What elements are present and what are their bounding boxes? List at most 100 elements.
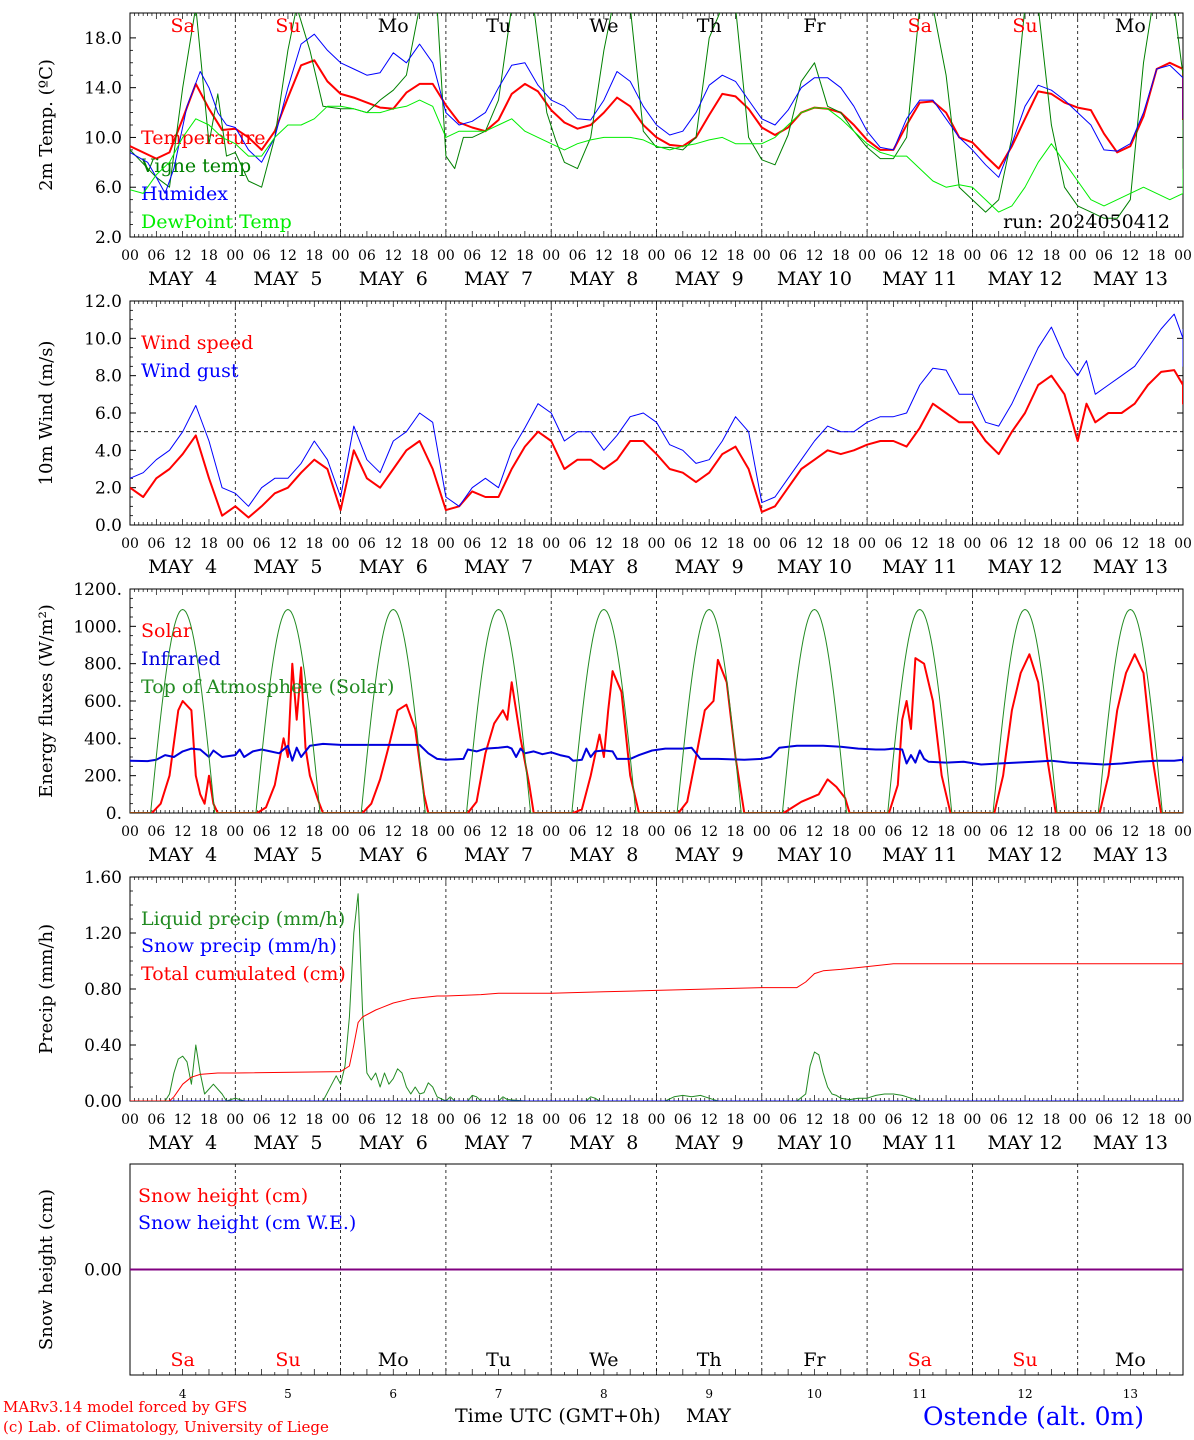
x-axis-title: Time UTC (GMT+0h) — [455, 1405, 661, 1427]
energy-y-tick-label: 600. — [84, 692, 122, 712]
wind-date-label: MAY 4 — [148, 556, 217, 578]
wind-date-label: MAY 7 — [464, 556, 533, 578]
temperature-date-label: MAY 7 — [464, 268, 533, 290]
precip-hour-tick-label: 06 — [253, 1112, 271, 1128]
temperature-hour-tick-label: 00 — [753, 248, 771, 264]
wind-hour-tick-label: 06 — [147, 536, 165, 552]
wind-hour-tick-label: 06 — [463, 536, 481, 552]
temperature-date-label: MAY 11 — [882, 268, 957, 290]
precip-hour-tick-label: 12 — [279, 1112, 297, 1128]
energy-y-tick-label: 1000. — [73, 617, 122, 637]
energy-hour-tick-label: 06 — [147, 824, 165, 840]
wind-hour-tick-label: 12 — [1016, 536, 1034, 552]
wind-hour-tick-label: 06 — [1095, 536, 1113, 552]
bottom-day-abbr: Mo — [1115, 1349, 1146, 1371]
temperature-hour-tick-label: 12 — [279, 248, 297, 264]
energy-hour-tick-label: 00 — [1174, 824, 1192, 840]
temperature-date-label: MAY 5 — [253, 268, 322, 290]
precip-legend-entry: Total cumulated (cm) — [141, 963, 346, 985]
precip-hour-tick-label: 00 — [1174, 1112, 1192, 1128]
temperature-date-label: MAY 9 — [675, 268, 744, 290]
temperature-hour-tick-label: 12 — [1016, 248, 1034, 264]
bottom-day-number: 12 — [1017, 1387, 1032, 1401]
wind-hour-tick-label: 18 — [305, 536, 323, 552]
x-axis-month: MAY — [686, 1405, 731, 1427]
bottom-day-number: 9 — [705, 1387, 713, 1401]
energy-hour-tick-label: 00 — [542, 824, 560, 840]
wind-hour-tick-label: 18 — [516, 536, 534, 552]
wind-hour-tick-label: 12 — [279, 536, 297, 552]
energy-hour-tick-label: 18 — [411, 824, 429, 840]
energy-legend-entry: Top of Atmosphere (Solar) — [141, 676, 394, 698]
precip-hour-tick-label: 12 — [384, 1112, 402, 1128]
temperature-date-label: MAY 4 — [148, 268, 217, 290]
energy-date-label: MAY 6 — [359, 844, 428, 866]
energy-date-label: MAY 12 — [987, 844, 1062, 866]
precip-legend-entry: Liquid precip (mm/h) — [141, 908, 345, 930]
temperature-hour-tick-label: 00 — [1069, 248, 1087, 264]
wind-y-tick-label: 12.0 — [84, 292, 122, 312]
bottom-day-number: 13 — [1123, 1387, 1138, 1401]
precip-y-tick-label: 0.00 — [84, 1092, 122, 1112]
precip-hour-tick-label: 06 — [990, 1112, 1008, 1128]
temperature-date-label: MAY 6 — [359, 268, 428, 290]
temperature-hour-tick-label: 12 — [1121, 248, 1139, 264]
precip-series-line-3 — [130, 963, 1183, 1101]
precip-hour-tick-label: 06 — [885, 1112, 903, 1128]
temperature-hour-tick-label: 00 — [437, 248, 455, 264]
temperature-hour-tick-label: 18 — [516, 248, 534, 264]
precip-hour-tick-label: 12 — [1121, 1112, 1139, 1128]
wind-y-tick-label: 4.0 — [95, 441, 122, 461]
precip-hour-tick-label: 06 — [358, 1112, 376, 1128]
precip-hour-tick-label: 18 — [200, 1112, 218, 1128]
wind-date-label: MAY 12 — [987, 556, 1062, 578]
bottom-day-abbr: Th — [697, 1349, 722, 1371]
energy-hour-tick-label: 00 — [858, 824, 876, 840]
energy-hour-tick-label: 00 — [226, 824, 244, 840]
wind-hour-tick-label: 06 — [779, 536, 797, 552]
temperature-legend-entry: Vigne temp — [140, 155, 251, 177]
energy-hour-tick-label: 12 — [911, 824, 929, 840]
wind-hour-tick-label: 00 — [332, 536, 350, 552]
wind-y-tick-label: 6.0 — [95, 404, 122, 424]
snow-y-tick-label: 0.00 — [84, 1261, 122, 1281]
model-credit: MARv3.14 model forced by GFS — [3, 1398, 248, 1416]
energy-hour-tick-label: 00 — [753, 824, 771, 840]
wind-hour-tick-label: 00 — [226, 536, 244, 552]
energy-hour-tick-label: 00 — [963, 824, 981, 840]
temperature-hour-tick-label: 00 — [226, 248, 244, 264]
energy-series-line-3 — [130, 609, 1183, 813]
wind-y-tick-label: 8.0 — [95, 367, 122, 387]
precip-hour-tick-label: 18 — [727, 1112, 745, 1128]
wind-hour-tick-label: 00 — [1069, 536, 1087, 552]
energy-hour-tick-label: 06 — [253, 824, 271, 840]
precip-hour-tick-label: 12 — [911, 1112, 929, 1128]
bottom-day-number: 7 — [495, 1387, 503, 1401]
precip-hour-tick-label: 00 — [963, 1112, 981, 1128]
bottom-day-number: 8 — [600, 1387, 608, 1401]
precip-hour-tick-label: 00 — [332, 1112, 350, 1128]
temperature-hour-tick-label: 12 — [174, 248, 192, 264]
precip-hour-tick-label: 18 — [832, 1112, 850, 1128]
precip-date-label: MAY 10 — [777, 1132, 852, 1154]
precip-date-label: MAY 9 — [675, 1132, 744, 1154]
temperature-hour-tick-label: 12 — [595, 248, 613, 264]
wind-hour-tick-label: 06 — [674, 536, 692, 552]
precip-date-label: MAY 4 — [148, 1132, 217, 1154]
temperature-hour-tick-label: 12 — [700, 248, 718, 264]
wind-hour-tick-label: 18 — [937, 536, 955, 552]
wind-hour-tick-label: 18 — [1148, 536, 1166, 552]
wind-hour-tick-label: 18 — [727, 536, 745, 552]
temperature-hour-tick-label: 18 — [832, 248, 850, 264]
wind-hour-tick-label: 00 — [542, 536, 560, 552]
precip-hour-tick-label: 12 — [700, 1112, 718, 1128]
snow-y-axis-title: Snow height (cm) — [36, 1189, 57, 1350]
energy-hour-tick-label: 12 — [806, 824, 824, 840]
energy-hour-tick-label: 18 — [200, 824, 218, 840]
top-day-abbr: We — [589, 15, 618, 37]
energy-hour-tick-label: 06 — [990, 824, 1008, 840]
temperature-hour-tick-label: 06 — [779, 248, 797, 264]
wind-hour-tick-label: 00 — [121, 536, 139, 552]
precip-hour-tick-label: 18 — [621, 1112, 639, 1128]
energy-y-axis-title: Energy fluxes (W/m²) — [36, 604, 57, 798]
